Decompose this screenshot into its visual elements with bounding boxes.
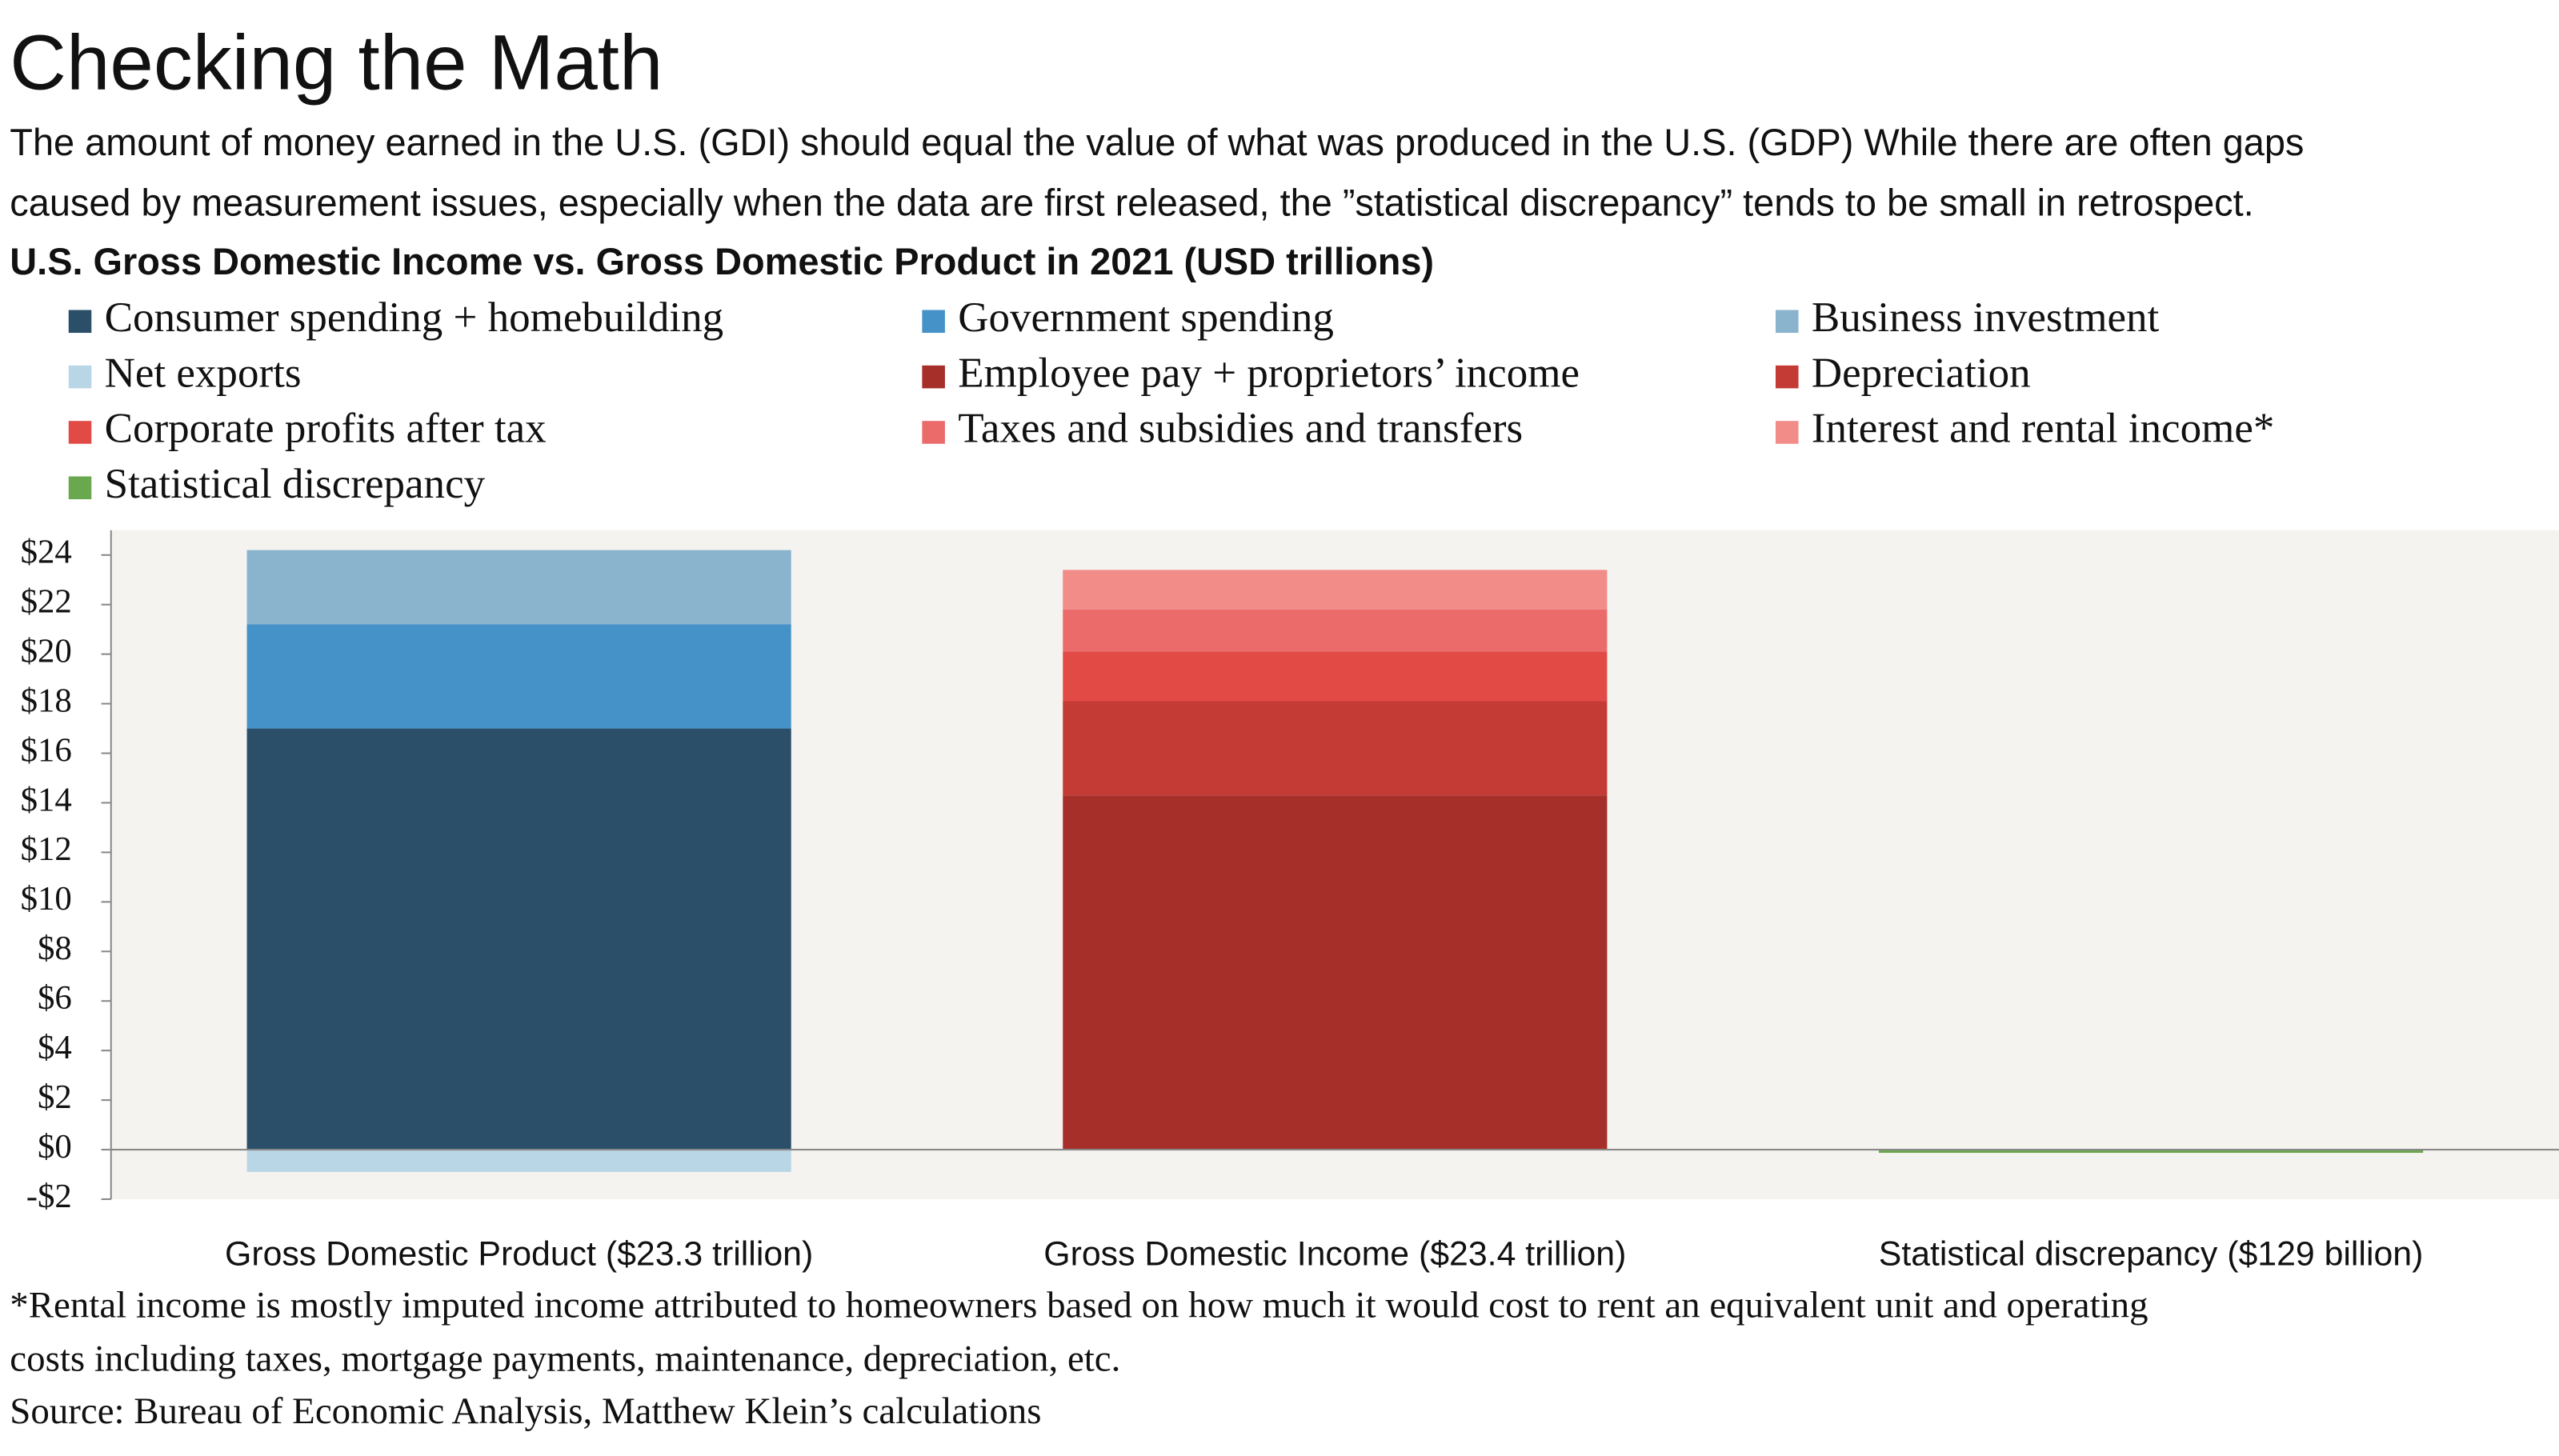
legend-label: Net exports	[105, 350, 302, 396]
bar-segment	[246, 1150, 791, 1172]
bar-segment	[1063, 651, 1608, 702]
bar-segment	[246, 550, 791, 625]
y-tick-label: $8	[38, 930, 72, 967]
y-tick-label: $6	[38, 979, 72, 1017]
y-tick-label: $24	[21, 534, 72, 571]
y-tick-label: -$2	[26, 1178, 72, 1215]
legend-swatch	[1775, 310, 1799, 334]
legend-label: Statistical discrepancy	[105, 461, 486, 507]
legend-label: Corporate profits after tax	[105, 406, 547, 452]
legend-label: Interest and rental income*	[1812, 406, 2275, 452]
y-tick-label: $14	[21, 781, 72, 818]
legend-swatch	[922, 421, 945, 444]
legend-swatch	[922, 365, 945, 389]
bar-segment	[1063, 570, 1608, 610]
legend-swatch	[68, 421, 92, 444]
legend-swatch	[1775, 365, 1799, 389]
bar-segment	[246, 624, 791, 729]
legend-swatch	[922, 310, 945, 334]
y-tick-label: $2	[38, 1078, 72, 1116]
footnote: costs including taxes, mortgage payments…	[10, 1338, 1120, 1380]
legend-label: Depreciation	[1812, 350, 2031, 396]
legend-swatch	[68, 310, 92, 334]
legend-label: Consumer spending + homebuilding	[105, 294, 724, 341]
y-tick-label: $20	[21, 632, 72, 670]
legend-swatch	[68, 476, 92, 500]
subtitle: The amount of money earned in the U.S. (…	[10, 122, 2304, 163]
legend-swatch	[68, 365, 92, 389]
legend-label: Employee pay + proprietors’ income	[958, 350, 1580, 396]
subtitle: caused by measurement issues, especially…	[10, 182, 2253, 223]
bar-segment	[1063, 701, 1608, 796]
bar-segment	[246, 728, 791, 1150]
legend-label: Business investment	[1812, 294, 2160, 341]
y-tick-label: $22	[21, 583, 72, 621]
bar-segment	[1878, 1150, 2424, 1154]
chart-subtitle: U.S. Gross Domestic Income vs. Gross Dom…	[10, 241, 1434, 282]
source: Source: Bureau of Economic Analysis, Mat…	[10, 1390, 1041, 1432]
y-tick-label: $10	[21, 880, 72, 918]
y-tick-label: $12	[21, 830, 72, 868]
y-tick-label: $16	[21, 731, 72, 769]
bar-segment	[1063, 609, 1608, 652]
y-tick-label: $18	[21, 682, 72, 719]
y-tick-label: $4	[38, 1029, 72, 1066]
x-tick-label: Statistical discrepancy ($129 billion)	[1879, 1235, 2424, 1274]
x-tick-label: Gross Domestic Product ($23.3 trillion)	[225, 1235, 813, 1274]
legend-label: Taxes and subsidies and transfers	[958, 406, 1523, 452]
chart-title: Checking the Math	[10, 18, 663, 106]
x-tick-label: Gross Domestic Income ($23.4 trillion)	[1043, 1235, 1626, 1274]
y-tick-label: $0	[38, 1128, 72, 1166]
footnote: *Rental income is mostly imputed income …	[10, 1284, 2148, 1326]
legend-swatch	[1775, 421, 1799, 444]
legend-label: Government spending	[958, 294, 1334, 341]
bar-segment	[1063, 795, 1608, 1150]
